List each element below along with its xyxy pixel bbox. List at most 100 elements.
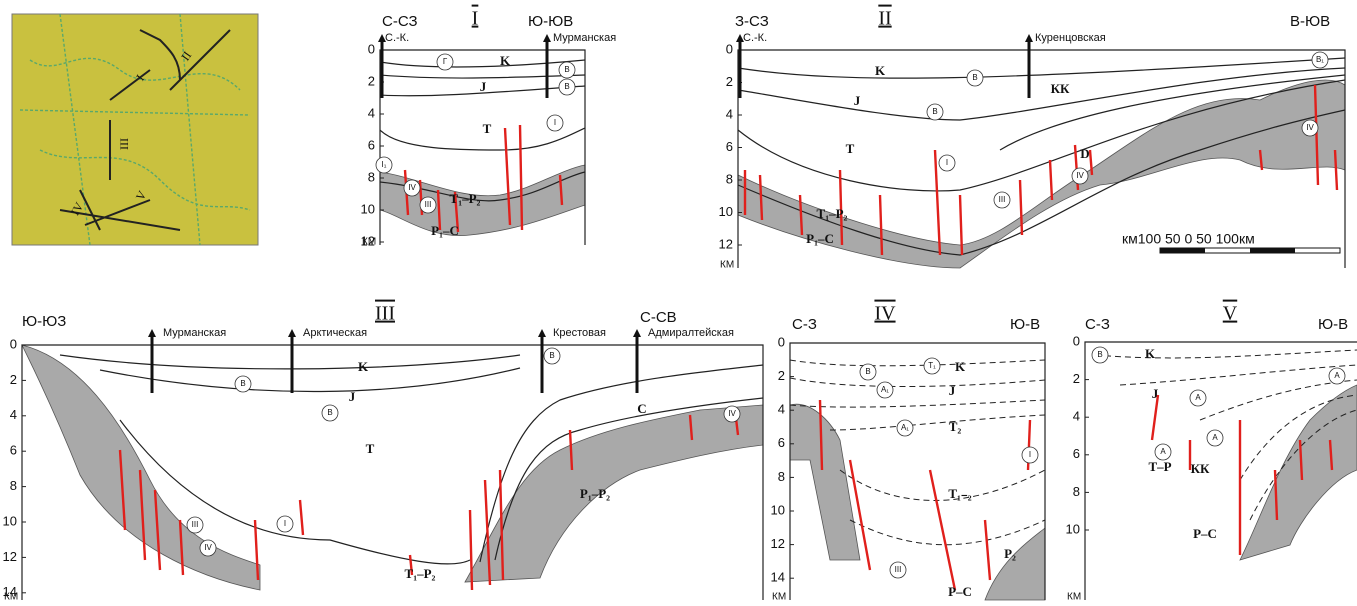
well-name: Мурманская [553, 32, 616, 44]
direction-right: Ю-В [1010, 316, 1040, 333]
layer-label: T–P [1148, 459, 1171, 474]
location-map [12, 14, 258, 245]
depth-label: 8 [10, 478, 17, 493]
depth-label: 12 [3, 549, 17, 564]
marker-label: Г [443, 57, 448, 66]
depth-label: 0 [726, 41, 733, 56]
depth-label: 8 [1073, 484, 1080, 499]
depth-label: 2 [778, 368, 785, 383]
layer-label: P₁–C [806, 231, 834, 246]
depth-label: 6 [10, 443, 17, 458]
depth-label: 8 [726, 171, 733, 186]
marker-label: III [895, 565, 902, 574]
marker-label: А [1160, 447, 1166, 456]
map-label: III [117, 138, 131, 150]
figure: IIIIIIIVVIС-СЗЮ-ЮВ024681012КМС.-К.Мурман… [0, 0, 1357, 601]
well-name: Адмиралтейская [648, 327, 734, 339]
marker-label: В [549, 351, 554, 360]
depth-label: 2 [1073, 371, 1080, 386]
marker-label: А₁ [901, 423, 909, 432]
well-name: Мурманская [163, 327, 226, 339]
section-title: I [472, 8, 479, 30]
layer-label: T [846, 141, 855, 156]
depth-label: 4 [368, 105, 375, 120]
well-name: Куренцовская [1035, 32, 1106, 44]
layer-label: P–C [1193, 526, 1217, 541]
marker-label: В [972, 73, 977, 82]
depth-label: 0 [778, 334, 785, 349]
depth-label: 14 [771, 570, 785, 585]
depth-unit: КМ [362, 237, 376, 248]
layer-label: K [955, 359, 966, 374]
direction-left: С-З [1085, 316, 1110, 333]
layer-label: T [483, 121, 492, 136]
marker-label: I [1029, 450, 1031, 459]
marker-label: В [327, 408, 332, 417]
depth-label: 2 [10, 372, 17, 387]
well-arrow [538, 329, 546, 337]
direction-right: С-СВ [640, 309, 677, 326]
well-arrow [148, 329, 156, 337]
depth-label: 4 [10, 407, 17, 422]
well-name: Крестовая [553, 327, 606, 339]
direction-right: Ю-ЮВ [528, 13, 573, 30]
section-title: V [1223, 303, 1238, 325]
depth-unit: КМ [1067, 592, 1081, 601]
scale-bar-label: км100 50 0 50 100км [1122, 231, 1255, 247]
depth-label: 12 [771, 536, 785, 551]
layer-label: T₁₋₂ [948, 486, 971, 501]
well-arrow [1025, 34, 1033, 42]
depth-label: 6 [368, 137, 375, 152]
section-geology [790, 360, 1045, 600]
well-arrow [288, 329, 296, 337]
layer-label: T₁–P₂ [405, 566, 436, 581]
section-title: IV [874, 303, 896, 325]
well-name: С.-К. [743, 32, 767, 44]
depth-unit: КМ [4, 592, 18, 601]
marker-label: В [932, 107, 937, 116]
marker-label: I₁ [382, 160, 387, 169]
layer-label: КК [1051, 81, 1070, 96]
direction-left: С-З [792, 316, 817, 333]
direction-left: С-СЗ [382, 13, 418, 30]
marker-label: А [1212, 433, 1218, 442]
layer-label: K [358, 359, 369, 374]
section-geology [22, 345, 763, 590]
depth-label: 10 [361, 201, 375, 216]
marker-label: I [284, 519, 286, 528]
well-arrow [633, 329, 641, 337]
well-name: С.-К. [385, 32, 409, 44]
layer-label: J [349, 389, 356, 404]
layer-label: P₂ [1004, 546, 1016, 561]
depth-label: 0 [10, 336, 17, 351]
marker-label: А [1195, 393, 1201, 402]
depth-label: 10 [771, 502, 785, 517]
depth-label: 10 [719, 204, 733, 219]
depth-label: 12 [719, 236, 733, 251]
layer-label: КК [1191, 461, 1210, 476]
marker-label: В₁ [1316, 55, 1324, 64]
marker-label: T₁ [928, 361, 936, 370]
layer-label: K [500, 53, 511, 68]
marker-label: В [240, 379, 245, 388]
depth-label: 2 [726, 74, 733, 89]
depth-label: 8 [368, 169, 375, 184]
layer-label: P–C [948, 584, 972, 599]
direction-right: В-ЮВ [1290, 13, 1330, 30]
depth-label: 0 [368, 41, 375, 56]
marker-label: III [425, 200, 432, 209]
layer-label: K [875, 63, 886, 78]
marker-label: В [564, 82, 569, 91]
section-geology [1095, 350, 1357, 560]
depth-label: 8 [778, 469, 785, 484]
marker-label: А₁ [881, 385, 889, 394]
marker-label: А [1334, 371, 1340, 380]
depth-label: 4 [1073, 409, 1080, 424]
marker-label: III [192, 520, 199, 529]
marker-label: I [946, 158, 948, 167]
layer-label: T [366, 441, 375, 456]
marker-label: В [564, 65, 569, 74]
marker-label: В [865, 367, 870, 376]
depth-label: 10 [1066, 521, 1080, 536]
direction-right: Ю-В [1318, 316, 1348, 333]
